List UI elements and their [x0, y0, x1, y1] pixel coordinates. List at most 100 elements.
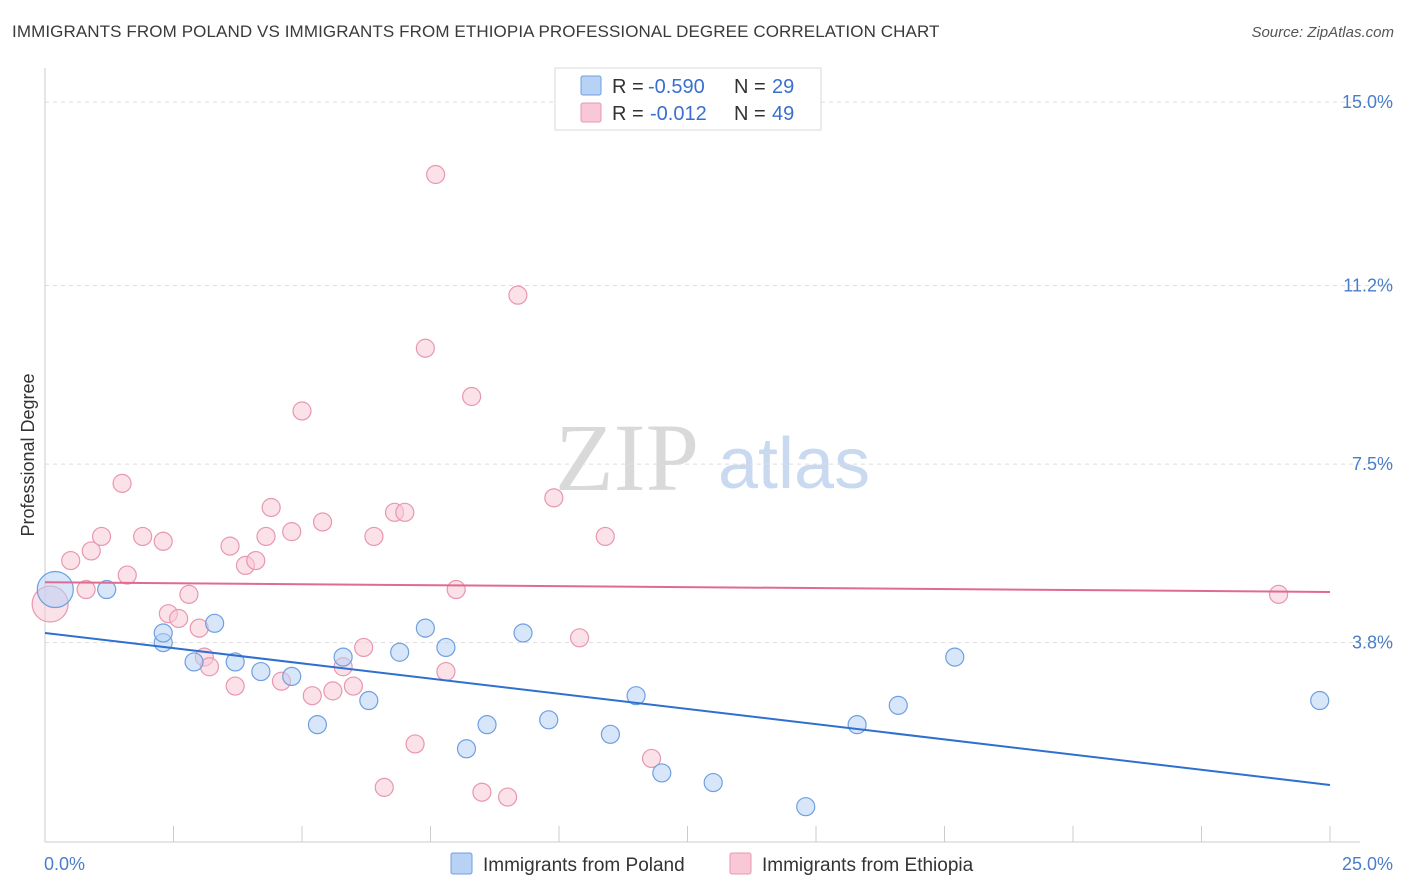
- ethiopia-point-15: [220, 536, 240, 556]
- ethiopia-point-28: [343, 676, 363, 696]
- ethiopia-point-23: [292, 401, 312, 421]
- source-credit: Source: ZipAtlas.com: [1251, 24, 1394, 41]
- legend-r-value-poland: -0.590: [648, 76, 705, 98]
- legend-r-label-ethiopia: R =: [612, 103, 644, 125]
- ethiopia-point-36: [426, 164, 446, 185]
- ethiopia-point-39: [462, 386, 482, 407]
- ethiopia-point-47: [1268, 584, 1289, 604]
- poland-point-24: [847, 715, 867, 735]
- ethiopia-point-16: [225, 676, 245, 696]
- axes: [44, 68, 1360, 843]
- poland-point-13: [415, 618, 435, 638]
- legend-swatch-ethiopia: [580, 102, 602, 123]
- ethiopia-point-37: [436, 661, 456, 682]
- ethiopia-point-18: [246, 550, 266, 571]
- y-tick-label-1: 7.5%: [1352, 454, 1393, 474]
- ethiopia-point-34: [405, 734, 425, 754]
- poland-point-15: [456, 739, 477, 759]
- ethiopia-trend-line: [44, 581, 1331, 593]
- legend-n-label-ethiopia: N =: [734, 103, 766, 125]
- ethiopia-point-26: [323, 681, 343, 701]
- x-tick-labels: 0.0% 25.0%: [44, 854, 1393, 874]
- y-tick-label-2: 11.2%: [1343, 276, 1393, 296]
- legend-n-value-poland: 29: [772, 76, 794, 98]
- poland-trend-line: [44, 631, 1331, 786]
- chart-title: IMMIGRANTS FROM POLAND VS IMMIGRANTS FRO…: [12, 22, 940, 41]
- poland-point-1: [97, 579, 117, 600]
- poland-point-17: [513, 623, 533, 643]
- ethiopia-point-3: [81, 541, 101, 561]
- y-tick-labels: 3.8% 7.5% 11.2% 15.0%: [1342, 92, 1393, 652]
- legend-box: R = -0.590 N = 29 R = -0.012 N = 49: [554, 67, 822, 131]
- legend-r-value-ethiopia: -0.012: [650, 103, 707, 125]
- poland-point-5: [205, 613, 225, 633]
- poland-point-3: [153, 623, 173, 643]
- watermark: ZIP atlas: [555, 404, 870, 511]
- poland-point-21: [652, 763, 672, 783]
- legend-swatch-poland: [580, 75, 602, 96]
- ethiopia-point-46: [641, 748, 662, 769]
- ethiopia-point-40: [472, 782, 492, 802]
- ethiopia-point-10: [169, 608, 189, 629]
- poland-point-8: [282, 666, 302, 687]
- ethiopia-point-4: [91, 526, 112, 547]
- y-axis-label: Professional Degree: [18, 373, 38, 536]
- poland-point-20: [626, 686, 646, 706]
- x-tick-label-min: 0.0%: [44, 854, 85, 874]
- ethiopia-point-2: [76, 579, 96, 600]
- ethiopia-point-6: [117, 565, 137, 585]
- y-tick-label-3: 15.0%: [1342, 92, 1393, 112]
- poland-point-0: [36, 570, 74, 609]
- poland-point-9: [307, 715, 328, 735]
- poland-point-11: [359, 690, 379, 711]
- poland-point-7: [251, 661, 271, 682]
- y-tick-label-0: 3.8%: [1352, 633, 1393, 653]
- ethiopia-point-20: [261, 497, 281, 518]
- bottom-legend: Immigrants from Poland Immigrants from E…: [450, 852, 974, 876]
- bottom-legend-swatch-ethiopia: [729, 852, 752, 875]
- ethiopia-point-30: [364, 526, 384, 547]
- poland-point-10: [333, 647, 353, 667]
- legend-n-value-ethiopia: 49: [772, 103, 794, 125]
- poland-point-16: [477, 715, 497, 735]
- legend-n-label-poland: N =: [734, 76, 766, 98]
- ethiopia-point-33: [395, 502, 415, 522]
- poland-point-25: [888, 695, 908, 715]
- ethiopia-point-42: [508, 285, 528, 305]
- legend-r-label-poland: R =: [612, 76, 644, 98]
- ethiopia-point-25: [312, 512, 333, 532]
- ethiopia-point-1: [61, 550, 81, 571]
- ethiopia-point-24: [302, 686, 322, 706]
- ethiopia-point-44: [569, 628, 590, 648]
- poland-point-12: [390, 642, 410, 662]
- ethiopia-point-35: [415, 338, 435, 358]
- ethiopia-point-19: [256, 526, 276, 547]
- bottom-legend-label-ethiopia: Immigrants from Ethiopia: [762, 855, 974, 876]
- poland-point-18: [539, 710, 559, 730]
- bottom-legend-label-poland: Immigrants from Poland: [483, 855, 685, 876]
- poland-points: [36, 570, 1330, 817]
- bottom-legend-swatch-poland: [450, 852, 473, 875]
- poland-point-14: [436, 637, 456, 658]
- x-tick-label-max: 25.0%: [1342, 854, 1393, 874]
- poland-point-26: [945, 647, 965, 667]
- ethiopia-point-22: [282, 522, 302, 542]
- ethiopia-point-41: [498, 787, 518, 807]
- ethiopia-point-29: [354, 637, 374, 658]
- ethiopia-point-31: [374, 777, 394, 797]
- poland-point-4: [184, 652, 204, 672]
- watermark-zip: ZIP: [555, 404, 699, 511]
- ethiopia-point-38: [446, 579, 466, 600]
- poland-point-27: [1310, 690, 1330, 711]
- ethiopia-point-45: [595, 526, 615, 547]
- poland-point-19: [600, 724, 621, 744]
- ethiopia-point-5: [112, 473, 132, 493]
- poland-point-6: [225, 652, 245, 672]
- poland-point-23: [796, 797, 816, 817]
- ethiopia-point-8: [153, 531, 173, 551]
- ethiopia-point-7: [133, 526, 153, 547]
- ethiopia-point-11: [179, 584, 199, 604]
- poland-point-22: [703, 772, 723, 793]
- trend-lines: [44, 581, 1331, 786]
